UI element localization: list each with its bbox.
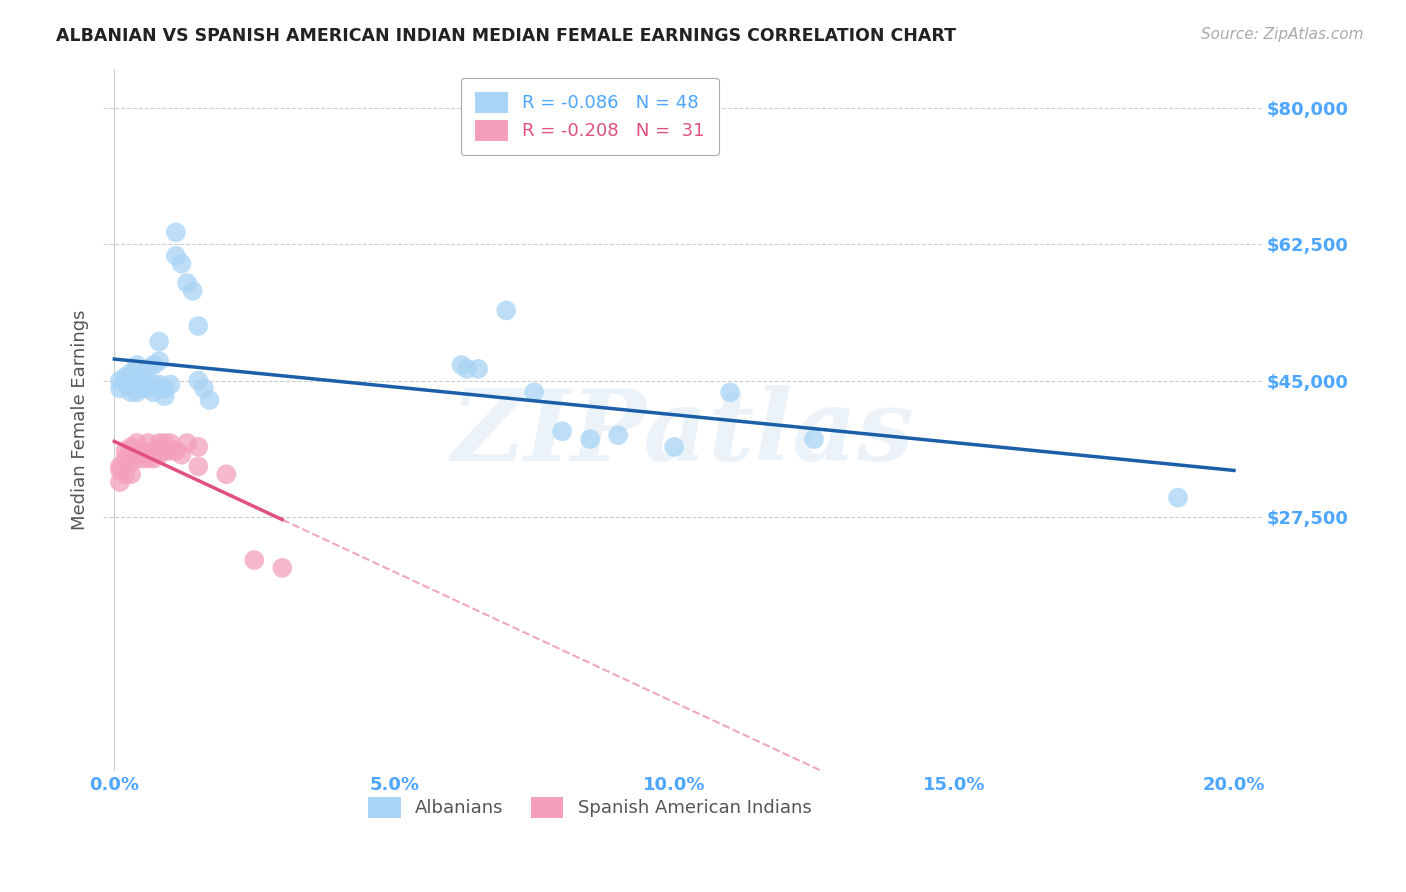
Point [271, 561, 294, 575]
Point [170, 448, 193, 462]
Point [187, 318, 209, 333]
Point [142, 377, 165, 392]
Point [131, 377, 153, 392]
Point [142, 358, 165, 372]
Point [108, 463, 131, 477]
Point [114, 377, 136, 392]
Point [170, 256, 193, 270]
Point [131, 443, 153, 458]
Point [120, 456, 142, 470]
Point [467, 362, 489, 376]
Point [153, 389, 176, 403]
Point [450, 358, 472, 372]
Point [120, 366, 142, 380]
Point [159, 377, 181, 392]
Point [125, 358, 148, 372]
Y-axis label: Median Female Earnings: Median Female Earnings [72, 310, 89, 530]
Point [125, 385, 148, 400]
Point [142, 451, 165, 466]
Point [142, 443, 165, 458]
Point [159, 443, 181, 458]
Point [148, 334, 170, 349]
Point [159, 436, 181, 450]
Point [153, 443, 176, 458]
Point [142, 385, 165, 400]
Point [131, 374, 153, 388]
Point [165, 249, 187, 263]
Point [1167, 491, 1189, 505]
Point [456, 362, 478, 376]
Point [718, 385, 741, 400]
Point [114, 467, 136, 482]
Point [136, 381, 159, 395]
Point [120, 377, 142, 392]
Point [120, 380, 142, 394]
Point [148, 448, 170, 462]
Point [120, 385, 142, 400]
Point [215, 467, 238, 482]
Point [108, 374, 131, 388]
Point [607, 428, 630, 442]
Point [136, 362, 159, 376]
Point [198, 393, 221, 408]
Text: Source: ZipAtlas.com: Source: ZipAtlas.com [1201, 27, 1364, 42]
Point [125, 448, 148, 462]
Point [131, 381, 153, 395]
Point [136, 436, 159, 450]
Point [125, 381, 148, 395]
Point [523, 385, 546, 400]
Point [148, 377, 170, 392]
Point [187, 374, 209, 388]
Point [153, 436, 176, 450]
Point [165, 443, 187, 458]
Point [120, 467, 142, 482]
Text: ZIPatlas: ZIPatlas [451, 385, 914, 482]
Point [114, 451, 136, 466]
Point [120, 440, 142, 454]
Point [114, 369, 136, 384]
Point [193, 381, 215, 395]
Point [108, 459, 131, 474]
Point [165, 225, 187, 239]
Point [108, 381, 131, 395]
Point [187, 440, 209, 454]
Legend: Albanians, Spanish American Indians: Albanians, Spanish American Indians [361, 789, 818, 825]
Point [131, 451, 153, 466]
Point [148, 436, 170, 450]
Point [176, 436, 198, 450]
Point [176, 276, 198, 290]
Point [187, 459, 209, 474]
Point [125, 436, 148, 450]
Point [551, 425, 574, 439]
Point [803, 432, 825, 446]
Point [579, 432, 602, 446]
Point [495, 303, 517, 318]
Point [243, 553, 266, 567]
Point [153, 381, 176, 395]
Point [148, 354, 170, 368]
Point [662, 440, 685, 454]
Point [181, 284, 204, 298]
Point [136, 451, 159, 466]
Text: ALBANIAN VS SPANISH AMERICAN INDIAN MEDIAN FEMALE EARNINGS CORRELATION CHART: ALBANIAN VS SPANISH AMERICAN INDIAN MEDI… [56, 27, 956, 45]
Point [125, 377, 148, 392]
Point [114, 443, 136, 458]
Point [108, 475, 131, 489]
Point [125, 381, 148, 395]
